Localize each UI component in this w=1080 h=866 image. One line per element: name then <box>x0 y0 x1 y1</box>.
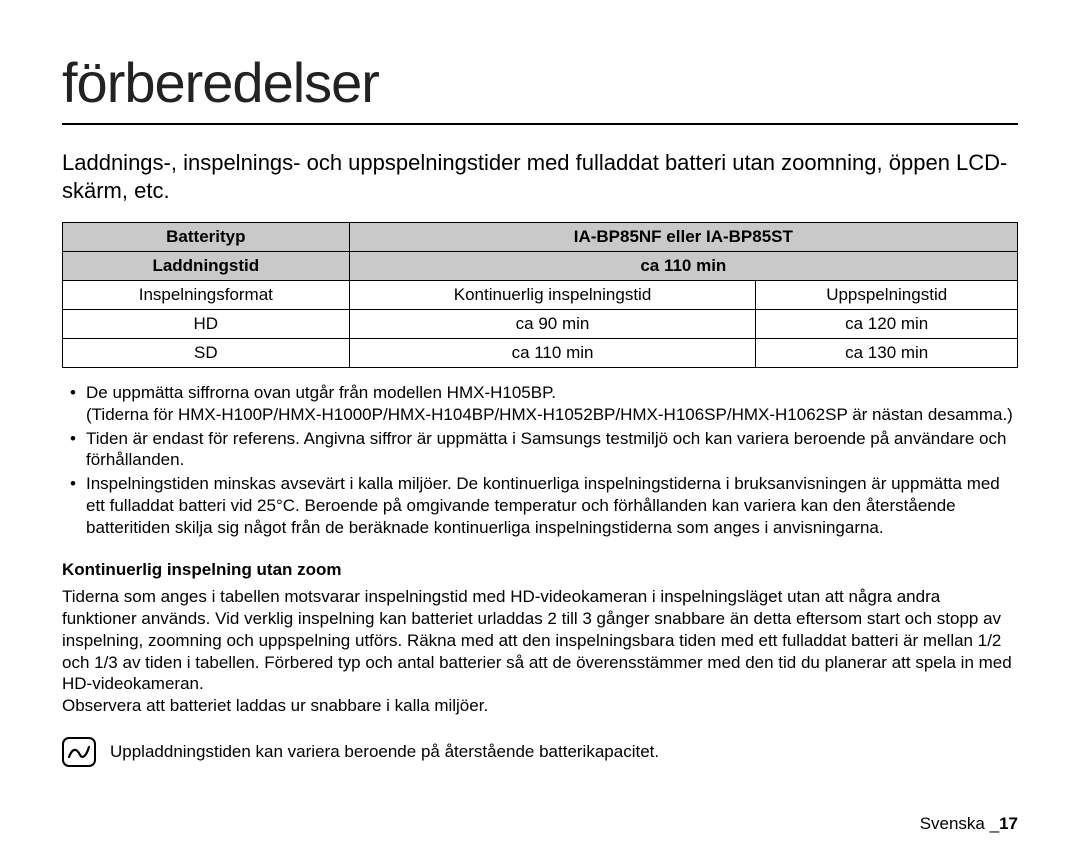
cell-record-header: Kontinuerlig inspelningstid <box>349 281 756 310</box>
cell: ca 90 min <box>349 310 756 339</box>
page-footer: Svenska _17 <box>920 814 1018 834</box>
cell-battery-type-value: IA-BP85NF eller IA-BP85ST <box>349 223 1017 252</box>
footer-page: 17 <box>999 814 1018 833</box>
body-paragraph: Tiderna som anges i tabellen motsvarar i… <box>62 586 1018 717</box>
list-item: De uppmätta siffrorna ovan utgår från mo… <box>62 382 1018 426</box>
section-heading: Kontinuerlig inspelning utan zoom <box>62 560 1018 580</box>
cell-charge-time-value: ca 110 min <box>349 252 1017 281</box>
cell-charge-time-label: Laddningstid <box>63 252 350 281</box>
note-row: Uppladdningstiden kan variera beroende p… <box>62 737 1018 767</box>
bullet-list: De uppmätta siffrorna ovan utgår från mo… <box>62 382 1018 538</box>
cell-playback-header: Uppspelningstid <box>756 281 1018 310</box>
battery-table: Batterityp IA-BP85NF eller IA-BP85ST Lad… <box>62 222 1018 368</box>
cell: HD <box>63 310 350 339</box>
table-row: HD ca 90 min ca 120 min <box>63 310 1018 339</box>
page-title: förberedelser <box>62 50 1018 125</box>
table-subheader: Inspelningsformat Kontinuerlig inspelnin… <box>63 281 1018 310</box>
cell: ca 120 min <box>756 310 1018 339</box>
subtitle: Laddnings-, inspelnings- och uppspelning… <box>62 149 1018 204</box>
table-header-1: Batterityp IA-BP85NF eller IA-BP85ST <box>63 223 1018 252</box>
note-text: Uppladdningstiden kan variera beroende p… <box>110 737 659 763</box>
table-header-2: Laddningstid ca 110 min <box>63 252 1018 281</box>
list-item: Inspelningstiden minskas avsevärt i kall… <box>62 473 1018 538</box>
cell: ca 130 min <box>756 339 1018 368</box>
cell-battery-type-label: Batterityp <box>63 223 350 252</box>
footer-label: Svenska _ <box>920 814 999 833</box>
cell: SD <box>63 339 350 368</box>
note-icon <box>62 737 96 767</box>
table-row: SD ca 110 min ca 130 min <box>63 339 1018 368</box>
cell-format-header: Inspelningsformat <box>63 281 350 310</box>
list-item: Tiden är endast för referens. Angivna si… <box>62 428 1018 472</box>
cell: ca 110 min <box>349 339 756 368</box>
